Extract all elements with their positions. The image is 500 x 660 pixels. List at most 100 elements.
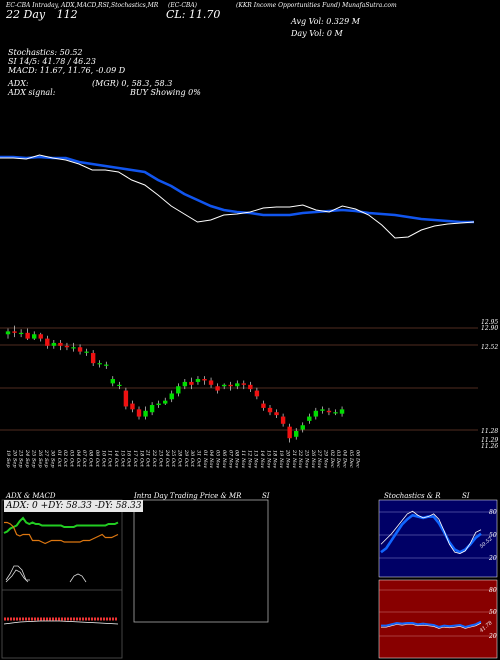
candle-body [5,331,11,335]
x-tick-label: 19 Nov [278,450,284,468]
candle-body [45,338,50,346]
candle-body [313,410,319,417]
ticker-code: (EC-CBA) [168,2,198,9]
x-tick-label: 27 Sep [43,449,49,468]
candle-body [12,331,17,333]
macd-line [3,620,119,625]
x-tick-label: 04 Dec [342,450,348,468]
x-tick-label: 08 Oct [88,450,94,468]
close-price: CL: 11.70 [166,8,221,21]
x-tick-label: 25 Nov [303,449,309,468]
avg-volume: Avg Vol: 0.329 M [291,17,360,26]
x-tick-label: 03 Dec [335,450,341,468]
macd-readout: MACD: 11.67, 11.76, -0.09 D [8,66,126,75]
x-tick-label: 15 Nov [265,450,271,468]
candle-body [123,390,129,407]
adx-line-c [69,573,87,583]
candle-body [215,386,220,391]
candle-body [176,386,181,394]
candle-body [97,363,102,365]
price-axis-top-1: 12.95 [481,319,499,326]
x-tick-label: 31 Oct [196,450,202,468]
intraday-panel-title: Intra Day Trading Price & MR [134,492,242,500]
candle-body [241,383,246,385]
x-tick-label: 02 Dec [329,450,335,468]
x-tick-label: 02 Oct [62,450,68,468]
candle-body [280,416,286,424]
candle-body [149,405,155,413]
candle-body [64,345,70,348]
x-tick-label: 19 Sep [5,450,11,468]
adx-signal-label: ADX signal: [8,88,56,97]
price-axis-mid: 12.52 [481,344,499,351]
x-tick-label: 06 Dec [354,450,360,468]
x-tick-label: 13 Nov [253,450,259,468]
x-tick-label: 07 Oct [81,450,87,468]
candle-body [228,384,233,387]
price-gridlines [0,327,478,431]
adx-plus-di-line [3,516,119,534]
x-tick-label: 04 Oct [75,450,81,468]
x-tick-label: 20 Sep [11,449,17,468]
candle-body [339,409,345,414]
x-tick-label: 07 Nov [227,450,233,468]
candle-body [287,426,292,439]
candle-body [51,342,57,346]
candle-body [110,379,115,384]
x-tick-label: 29 Nov [323,449,329,468]
x-tick-label: 23 Oct [157,449,163,468]
candle-body [189,381,194,385]
stoch-level-20: 20 [489,555,497,562]
x-tick-label: 30 Oct [189,450,195,468]
candle-body [267,407,273,413]
x-tick-label: 28 Oct [176,449,182,468]
x-tick-label: 08 Nov [234,450,240,468]
stoch-d-line [380,513,482,554]
x-tick-label: 18 Oct [138,450,144,468]
rsi-line-white [381,622,482,629]
x-tick-label: 22 Nov [297,449,303,468]
candle-body [208,380,214,385]
rsi-level-80: 80 [489,587,497,594]
candle-body [235,383,240,387]
x-tick-label: 21 Nov [291,449,297,468]
candle-body [104,364,109,366]
x-tick-label: 26 Sep [37,449,43,468]
x-tick-label: 11 Oct [107,450,113,468]
price-ema-overlay [0,154,475,239]
adx-panel-frame [1,499,123,659]
price-axis-bottom-1: 11.28 [481,428,499,435]
security-name: (KKR Income Opportunities Fund) MunafaSu… [236,2,397,9]
stoch-panel-title: Stochastics & R [384,492,441,500]
candle-body [77,347,83,352]
x-tick-label: 05 Dec [348,450,354,468]
x-tick-label: 01 Nov [202,450,208,468]
candle-body [221,384,227,387]
si-readout: SI 14/5: 41.78 / 46.23 [8,57,96,66]
candle-body [320,409,325,411]
x-tick-label: 15 Oct [119,450,125,468]
stochastics-readout: Stochastics: 50.52 [8,48,83,57]
candle-body [163,400,168,404]
candle-body [84,351,89,353]
candle-body [71,347,76,349]
candle-body [182,381,188,387]
x-tick-label: 24 Oct [164,449,170,468]
candle-body [169,393,174,400]
candle-body [333,412,338,414]
x-tick-label: 26 Nov [310,449,316,468]
candle-body [130,403,135,410]
rsi-level-50: 50 [489,609,497,616]
adx-panel-title: ADX & MACD [6,492,56,500]
x-tick-label: 14 Oct [113,450,119,468]
x-tick-label: 27 Nov [316,449,322,468]
candle-body [274,412,279,416]
x-tick-label: 22 Oct [151,449,157,468]
adx-minus-di-line [4,521,119,545]
x-tick-label: 21 Oct [145,449,151,468]
candle-body [300,425,305,430]
candle-body [136,409,142,417]
candle-body [38,334,43,339]
period-label: 22 Day 112 [6,8,78,21]
